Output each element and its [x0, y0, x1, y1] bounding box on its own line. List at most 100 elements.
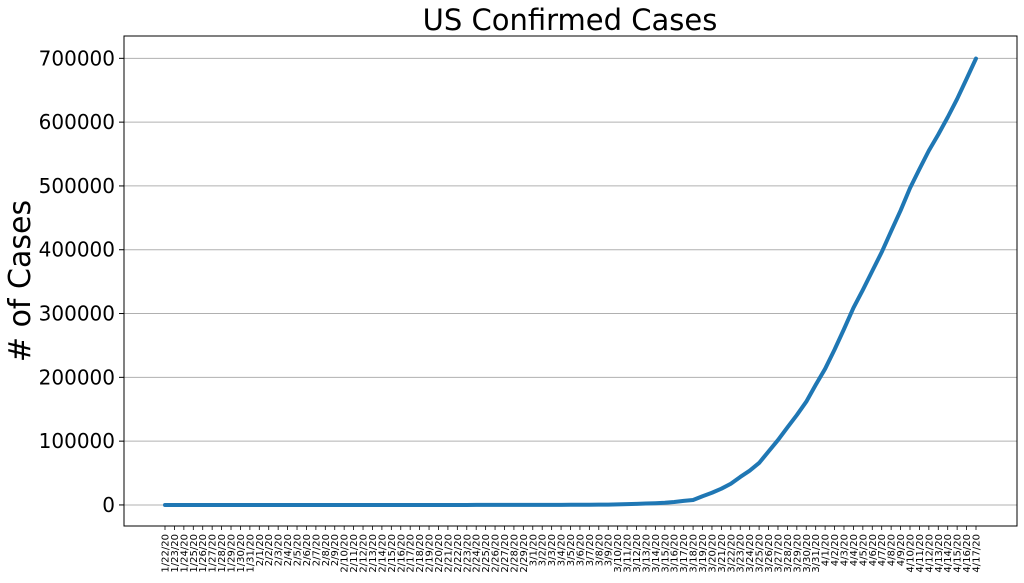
x-tick-label: 4/7/20: [877, 534, 888, 566]
series-lines: [163, 56, 978, 507]
x-tick-label: 4/11/20: [915, 534, 926, 573]
x-tick-label: 3/16/20: [670, 534, 681, 573]
x-tick-label: 3/26/20: [764, 534, 775, 573]
x-tick-label: 2/6/20: [302, 534, 313, 566]
x-tick-label: 3/7/20: [585, 534, 596, 566]
y-tick-label: 600000: [39, 110, 115, 134]
x-tick-label: 4/15/20: [953, 534, 964, 573]
x-tick-label: 3/17/20: [679, 534, 690, 573]
x-tick-label: 2/16/20: [396, 534, 407, 573]
x-tick-label: 3/27/20: [773, 534, 784, 573]
x-tick-label: 2/24/20: [472, 534, 483, 573]
x-tick-label: 3/15/20: [660, 534, 671, 573]
x-tick-label: 3/12/20: [632, 534, 643, 573]
x-tick-label: 1/30/20: [236, 534, 247, 573]
y-tick-label: 500000: [39, 174, 115, 198]
series-line: [163, 56, 978, 507]
x-tick-label: 4/9/20: [896, 534, 907, 566]
x-tick-label: 3/25/20: [755, 534, 766, 573]
x-tick-label: 2/12/20: [359, 534, 370, 573]
x-tick-label: 4/6/20: [868, 534, 879, 566]
x-tick-label: 2/2/20: [264, 534, 275, 566]
x-tick-label: 2/29/20: [519, 534, 530, 573]
x-tick-label: 2/26/20: [491, 534, 502, 573]
x-tick-label: 1/23/20: [170, 534, 181, 573]
x-tick-label: 1/25/20: [189, 534, 200, 573]
x-tick-label: 4/17/20: [972, 534, 983, 573]
x-tick-label: 4/1/20: [821, 534, 832, 566]
x-tick-label: 2/25/20: [481, 534, 492, 573]
x-tick-label: 2/27/20: [500, 534, 511, 573]
x-tick-label: 4/3/20: [839, 534, 850, 566]
x-tick-label: 3/10/20: [613, 534, 624, 573]
x-tick-label: 4/4/20: [849, 534, 860, 566]
x-tick-label: 1/31/20: [245, 534, 256, 573]
x-tick-label: 3/21/20: [717, 534, 728, 573]
x-tick-label: 3/13/20: [641, 534, 652, 573]
x-tick-label: 4/8/20: [887, 534, 898, 566]
x-tick-label: 1/29/20: [227, 534, 238, 573]
x-tick-label: 3/4/20: [557, 534, 568, 566]
x-tick-label: 3/18/20: [689, 534, 700, 573]
x-tick-label: 2/20/20: [434, 534, 445, 573]
x-tick-label: 2/7/20: [311, 534, 322, 566]
x-tick-label: 3/9/20: [604, 534, 615, 566]
x-tick-label: 2/23/20: [462, 534, 473, 573]
x-tick-label: 3/22/20: [726, 534, 737, 573]
x-tick-label: 1/24/20: [179, 534, 190, 573]
x-tick-label: 2/1/20: [255, 534, 266, 566]
x-tick-label: 2/9/20: [330, 534, 341, 566]
x-tick-label: 2/22/20: [453, 534, 464, 573]
y-tick-label: 0: [102, 493, 115, 517]
y-tick-label: 100000: [39, 429, 115, 453]
y-tick-label: 700000: [39, 46, 115, 70]
x-tick-label: 2/18/20: [415, 534, 426, 573]
x-tick-label: 2/5/20: [293, 534, 304, 566]
x-tick-label: 2/15/20: [387, 534, 398, 573]
x-tick-label: 1/22/20: [161, 534, 172, 573]
y-tick-label: 200000: [39, 365, 115, 389]
x-tick-label: 3/5/20: [566, 534, 577, 566]
y-tick-label: 400000: [39, 238, 115, 262]
grid-lines: [124, 57, 1017, 506]
x-tick-label: 3/19/20: [698, 534, 709, 573]
x-tick-label: 1/27/20: [208, 534, 219, 573]
x-tick-label: 2/8/20: [321, 534, 332, 566]
x-tick-label: 4/16/20: [962, 534, 973, 573]
x-tick-label: 3/30/20: [802, 534, 813, 573]
x-tick-label: 2/13/20: [368, 534, 379, 573]
x-tick-label: 3/31/20: [811, 534, 822, 573]
x-tick-label: 3/2/20: [538, 534, 549, 566]
x-tick-label: 2/3/20: [274, 534, 285, 566]
x-tick-label: 2/28/20: [509, 534, 520, 573]
x-tick-label: 1/28/20: [217, 534, 228, 573]
x-tick-label: 3/8/20: [594, 534, 605, 566]
x-tick-label: 3/6/20: [575, 534, 586, 566]
x-tick-label: 4/2/20: [830, 534, 841, 566]
y-axis-ticks: 0 100000 200000 300000 400000 500000 600000 700…: [39, 46, 124, 517]
x-tick-label: 2/14/20: [377, 534, 388, 573]
x-tick-label: 3/14/20: [651, 534, 662, 573]
x-tick-label: 3/1/20: [528, 534, 539, 566]
x-tick-label: 2/17/20: [406, 534, 417, 573]
x-tick-label: 4/10/20: [905, 534, 916, 573]
x-tick-label: 3/20/20: [707, 534, 718, 573]
x-tick-label: 4/12/20: [924, 534, 935, 573]
y-tick-label: 300000: [39, 302, 115, 326]
x-tick-label: 1/26/20: [198, 534, 209, 573]
x-tick-label: 2/19/20: [425, 534, 436, 573]
x-tick-label: 2/4/20: [283, 534, 294, 566]
x-tick-label: 3/11/20: [623, 534, 634, 573]
x-tick-label: 2/11/20: [349, 534, 360, 573]
x-tick-label: 4/14/20: [943, 534, 954, 573]
x-tick-label: 3/3/20: [547, 534, 558, 566]
x-tick-label: 2/10/20: [340, 534, 351, 573]
x-axis-ticks: 1/22/201/23/201/24/201/25/201/26/201/27/…: [161, 526, 983, 573]
x-tick-label: 4/13/20: [934, 534, 945, 573]
x-tick-label: 2/21/20: [443, 534, 454, 573]
x-tick-label: 3/23/20: [736, 534, 747, 573]
x-tick-label: 3/28/20: [783, 534, 794, 573]
